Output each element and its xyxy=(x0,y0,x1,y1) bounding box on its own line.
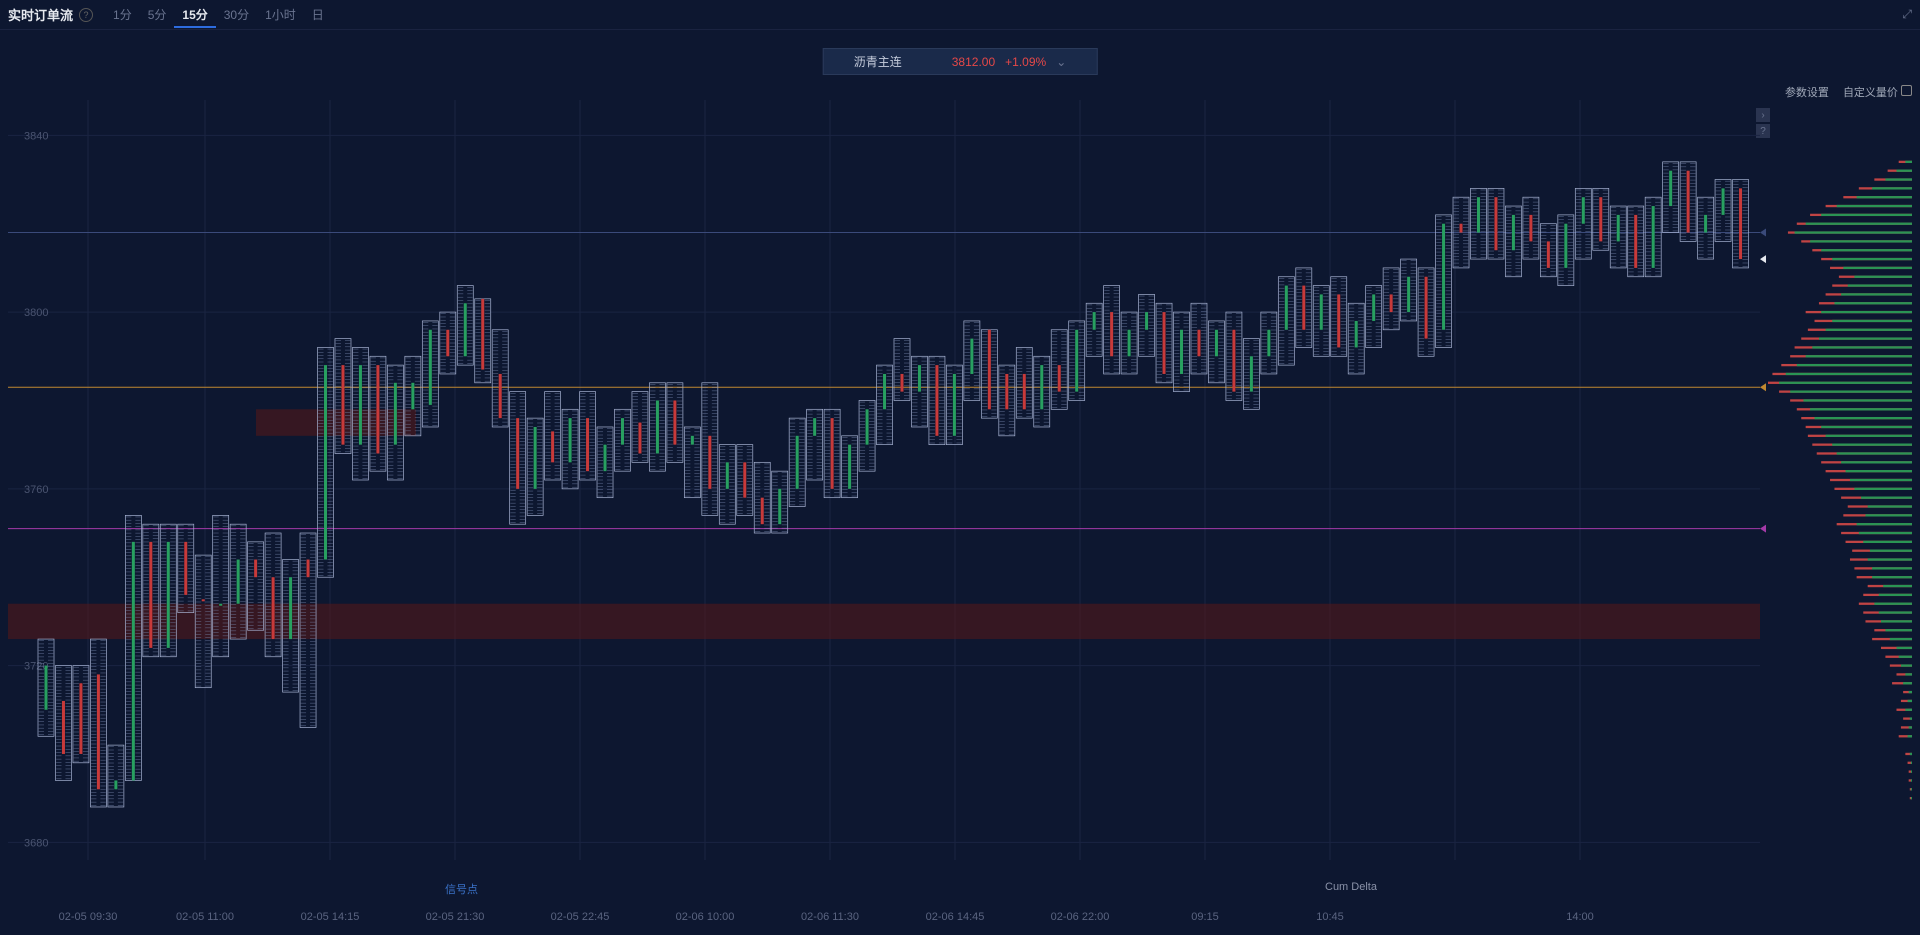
svg-text:3800: 3800 xyxy=(24,307,48,319)
x-tick: 02-06 10:00 xyxy=(676,911,735,923)
x-tick: 10:45 xyxy=(1316,911,1344,923)
expand-icon[interactable]: ⤢ xyxy=(1902,7,1912,22)
signal-label: 信号点 xyxy=(445,881,478,897)
settings-row: 参数设置 自定义量价 xyxy=(1785,84,1912,100)
x-axis: 02-05 09:30 02-05 11:00 02-05 14:15 02-05 2… xyxy=(0,905,1920,935)
help-icon[interactable]: ? xyxy=(79,8,93,22)
symbol-row: 沥青主连 3812.00 +1.09% ⌄ xyxy=(823,48,1098,75)
timeframe-tab[interactable]: 1分 xyxy=(105,4,140,26)
timeframe-tab[interactable]: 30分 xyxy=(216,4,257,26)
orderflow-chart[interactable]: 36803720376038003840 xyxy=(0,100,1920,895)
toolbar: 实时订单流 ? 1分5分15分30分1小时日 ⤢ xyxy=(0,0,1920,30)
x-tick: 02-06 22:00 xyxy=(1051,911,1110,923)
x-tick: 14:00 xyxy=(1566,911,1594,923)
x-tick: 02-05 11:00 xyxy=(176,911,234,923)
x-tick: 02-06 14:45 xyxy=(926,911,985,923)
params-button[interactable]: 参数设置 xyxy=(1785,84,1829,100)
x-tick: 02-05 14:15 xyxy=(301,911,360,923)
svg-text:3760: 3760 xyxy=(24,484,48,496)
timeframe-tab[interactable]: 15分 xyxy=(174,4,215,28)
chart-area[interactable]: 36803720376038003840 xyxy=(0,100,1920,895)
footer-labels: 信号点 Cum Delta xyxy=(0,881,1920,899)
x-tick: 02-05 21:30 xyxy=(426,911,485,923)
timeframe-tab[interactable]: 1小时 xyxy=(257,4,304,26)
svg-text:3840: 3840 xyxy=(24,130,48,142)
cumdelta-label: Cum Delta xyxy=(1325,881,1377,893)
timeframe-tabs: 1分5分15分30分1小时日 xyxy=(105,6,332,23)
symbol-chip[interactable]: 沥青主连 3812.00 +1.09% ⌄ xyxy=(823,48,1098,75)
x-tick: 02-05 22:45 xyxy=(551,911,610,923)
toolbar-title: 实时订单流 xyxy=(8,5,73,24)
gear-icon xyxy=(1901,85,1912,96)
x-tick: 09:15 xyxy=(1191,911,1219,923)
chevron-down-icon: ⌄ xyxy=(1056,55,1066,69)
x-tick: 02-05 09:30 xyxy=(59,911,118,923)
custom-qty-button[interactable]: 自定义量价 xyxy=(1843,84,1912,100)
x-tick: 02-06 11:30 xyxy=(801,911,859,923)
symbol-change: +1.09% xyxy=(1005,55,1046,69)
symbol-price: 3812.00 xyxy=(952,55,995,69)
symbol-name: 沥青主连 xyxy=(854,53,902,70)
svg-text:3680: 3680 xyxy=(24,837,48,849)
timeframe-tab[interactable]: 5分 xyxy=(140,4,175,26)
timeframe-tab[interactable]: 日 xyxy=(304,4,332,26)
